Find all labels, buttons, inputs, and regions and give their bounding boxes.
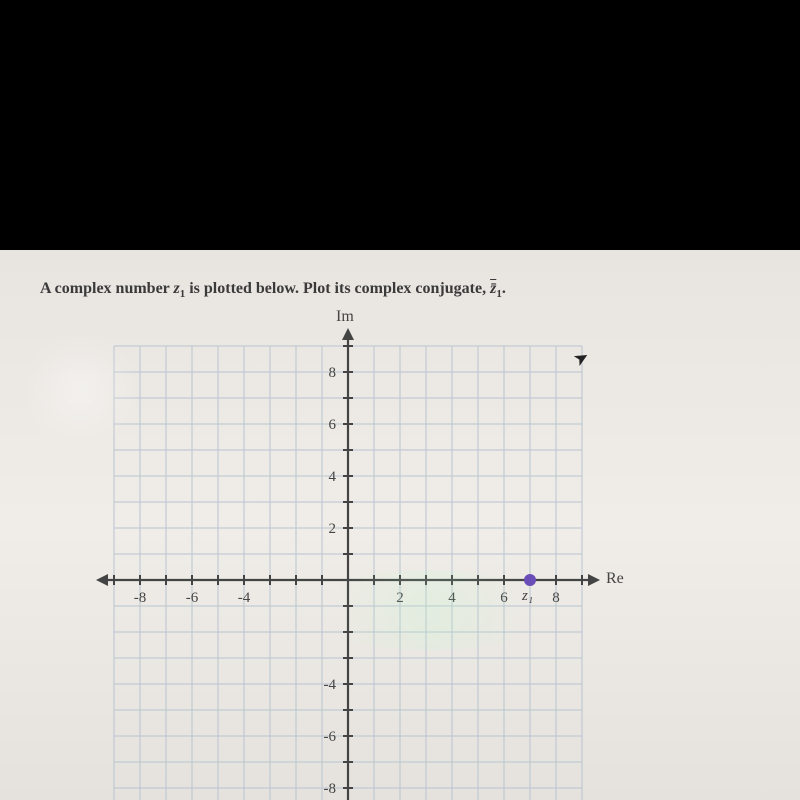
chart-svg[interactable]: -8 -6 -4 2 4 6 8 2 4 6 8 -4 -6 -8 — [80, 320, 640, 800]
svg-text:-8: -8 — [134, 590, 147, 606]
worksheet-area: A complex number z1 is plotted below. Pl… — [0, 250, 800, 800]
q-mid: is plotted below. Plot its complex conju… — [185, 280, 490, 297]
photo-frame: A complex number z1 is plotted below. Pl… — [0, 0, 800, 800]
svg-text:6: 6 — [329, 417, 337, 433]
svg-text:-8: -8 — [324, 781, 337, 797]
q-prefix: A complex number — [40, 280, 173, 297]
z1-point-label: z₁ — [522, 588, 533, 605]
imaginary-axis-label: Im — [336, 308, 354, 326]
svg-text:8: 8 — [329, 365, 337, 381]
question-text: A complex number z1 is plotted below. Pl… — [40, 280, 760, 300]
q-suffix: . — [502, 280, 506, 297]
svg-text:8: 8 — [552, 590, 560, 606]
complex-plane-chart[interactable]: -8-6-424682468-4-6-8 Im Re z₁ ➤ — [80, 320, 640, 770]
svg-text:2: 2 — [329, 521, 337, 537]
svg-text:-4: -4 — [238, 590, 251, 606]
svg-text:6: 6 — [500, 590, 508, 606]
svg-text:2: 2 — [396, 590, 404, 606]
svg-text:-6: -6 — [186, 590, 199, 606]
svg-text:4: 4 — [448, 590, 456, 606]
svg-text:4: 4 — [329, 469, 337, 485]
real-axis-label: Re — [606, 570, 624, 588]
svg-text:-4: -4 — [324, 677, 337, 693]
svg-text:-6: -6 — [324, 729, 337, 745]
